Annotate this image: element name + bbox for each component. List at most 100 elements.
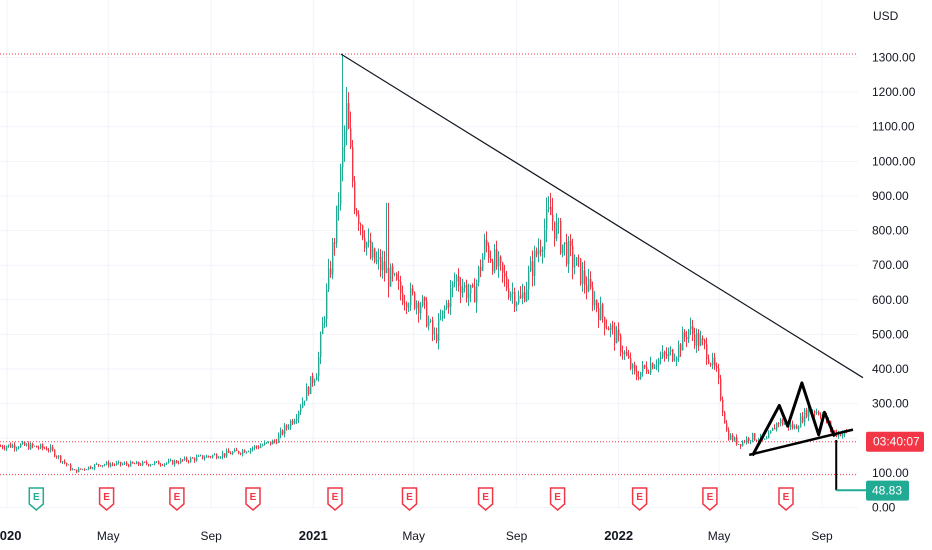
candle[interactable] [466,279,468,303]
candle[interactable] [156,460,158,463]
candle[interactable] [84,468,86,471]
candle[interactable] [656,359,658,371]
candle[interactable] [360,222,362,236]
candle[interactable] [302,397,304,409]
candle[interactable] [720,374,722,402]
candle[interactable] [722,396,724,417]
candle[interactable] [566,233,568,267]
candle[interactable] [648,369,650,375]
candle[interactable] [778,422,780,428]
candle[interactable] [640,371,642,380]
candle[interactable] [800,412,802,428]
candle[interactable] [666,347,668,359]
candle[interactable] [402,285,404,306]
candle[interactable] [708,354,710,365]
candle[interactable] [690,317,692,336]
candle[interactable] [234,448,236,453]
candle[interactable] [774,424,776,430]
candle[interactable] [436,327,438,344]
candle[interactable] [408,302,410,312]
candle[interactable] [246,451,248,454]
candle[interactable] [702,335,704,346]
candle[interactable] [792,420,794,430]
candle[interactable] [452,281,454,298]
candle[interactable] [654,364,656,370]
candle[interactable] [296,414,298,424]
candle[interactable] [160,462,162,467]
candle[interactable] [2,444,4,450]
candle[interactable] [266,441,268,444]
candle[interactable] [580,258,582,286]
candle[interactable] [118,460,120,465]
candle[interactable] [132,461,134,464]
candle[interactable] [48,447,50,453]
candle[interactable] [18,446,20,450]
candle[interactable] [456,274,458,291]
candle[interactable] [434,327,436,341]
candle[interactable] [6,445,8,452]
candle[interactable] [220,456,222,459]
candle[interactable] [712,352,714,370]
candle[interactable] [62,460,64,464]
candle[interactable] [238,450,240,455]
candle[interactable] [564,241,566,256]
candle[interactable] [538,238,540,263]
candle[interactable] [394,272,396,277]
candle[interactable] [136,460,138,465]
candle[interactable] [318,351,320,382]
candle[interactable] [610,323,612,338]
candle[interactable] [44,446,46,450]
candle[interactable] [268,441,270,444]
candle[interactable] [510,291,512,302]
candle[interactable] [188,459,190,464]
candle[interactable] [620,333,622,357]
candle[interactable] [32,442,34,449]
candle[interactable] [368,228,370,248]
candle[interactable] [250,448,252,454]
candle[interactable] [348,92,350,130]
candle[interactable] [124,461,126,466]
candle[interactable] [36,445,38,448]
candle[interactable] [632,363,634,375]
candle[interactable] [146,460,148,466]
candle[interactable] [526,281,528,303]
candle[interactable] [560,218,562,255]
candle[interactable] [222,450,224,460]
candle[interactable] [442,310,444,322]
candle[interactable] [480,259,482,278]
candle[interactable] [50,444,52,453]
candle[interactable] [522,283,524,305]
candlestick-series[interactable] [0,54,848,474]
candle[interactable] [294,418,296,425]
candle[interactable] [528,265,530,301]
candle[interactable] [60,454,62,464]
candle[interactable] [676,356,678,367]
candle[interactable] [514,287,516,313]
candle[interactable] [794,424,796,430]
candle[interactable] [646,361,648,374]
candle[interactable] [558,217,560,234]
candle[interactable] [462,278,464,298]
candle[interactable] [674,353,676,362]
candle[interactable] [10,442,12,448]
candle[interactable] [446,300,448,311]
candle[interactable] [802,412,804,424]
candle[interactable] [166,462,168,465]
candle[interactable] [176,460,178,464]
candle[interactable] [350,111,352,149]
candle[interactable] [190,456,192,463]
candle[interactable] [42,443,44,451]
candle[interactable] [154,461,156,466]
candle[interactable] [262,443,264,447]
candle[interactable] [98,463,100,468]
candle[interactable] [80,468,82,470]
candle[interactable] [180,457,182,464]
candle[interactable] [278,432,280,444]
candle[interactable] [22,440,24,445]
candle[interactable] [330,260,332,278]
candle[interactable] [130,460,132,467]
candle[interactable] [66,462,68,467]
neckline[interactable] [748,428,854,457]
candle[interactable] [732,433,734,442]
